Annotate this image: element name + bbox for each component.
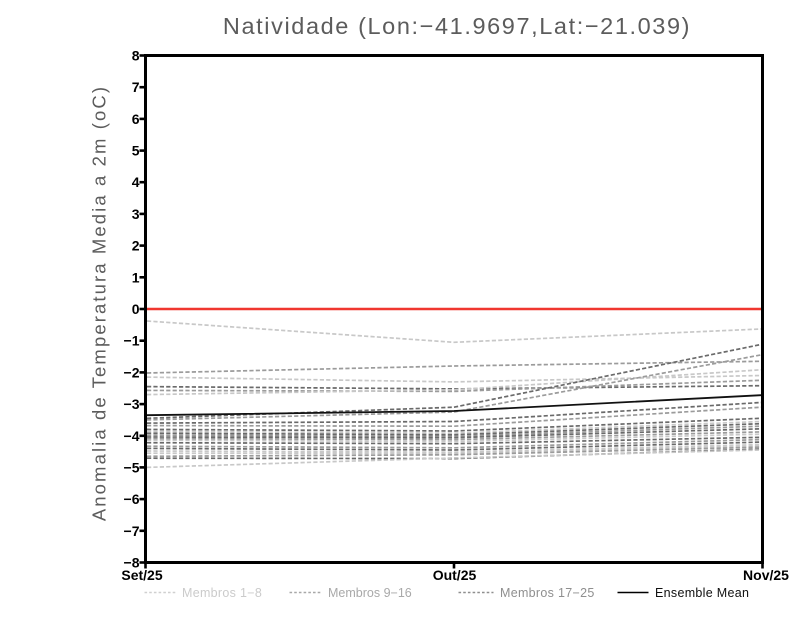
svg-text:Membros 9−16: Membros 9−16 — [328, 586, 412, 600]
svg-text:−7: −7 — [124, 523, 140, 539]
svg-text:7: 7 — [132, 79, 140, 95]
svg-text:−4: −4 — [124, 428, 140, 444]
svg-text:Membros 1−8: Membros 1−8 — [182, 586, 262, 600]
svg-text:5: 5 — [132, 143, 140, 159]
svg-text:Ensemble Mean: Ensemble Mean — [655, 586, 749, 600]
svg-text:−6: −6 — [124, 491, 140, 507]
svg-text:Membros 17−25: Membros 17−25 — [500, 586, 595, 600]
svg-text:6: 6 — [132, 111, 140, 127]
svg-text:Out/25: Out/25 — [433, 567, 477, 583]
svg-text:2: 2 — [132, 238, 140, 254]
svg-text:−5: −5 — [124, 459, 140, 475]
svg-text:−3: −3 — [124, 396, 140, 412]
svg-text:1: 1 — [132, 269, 140, 285]
svg-text:3: 3 — [132, 206, 140, 222]
svg-text:−8: −8 — [124, 555, 140, 571]
svg-text:Set/25: Set/25 — [121, 567, 162, 583]
svg-text:0: 0 — [132, 301, 140, 317]
svg-text:8: 8 — [132, 48, 140, 64]
svg-text:4: 4 — [132, 174, 140, 190]
svg-text:−1: −1 — [124, 333, 140, 349]
svg-text:−2: −2 — [124, 364, 140, 380]
svg-text:Anomalia de Temperatura Media: Anomalia de Temperatura Media a 2m (oC) — [89, 85, 110, 521]
svg-text:Natividade (Lon:−41.9697,Lat:: Natividade (Lon:−41.9697,Lat:−21.039) — [223, 13, 691, 39]
svg-text:Nov/25: Nov/25 — [743, 567, 789, 583]
